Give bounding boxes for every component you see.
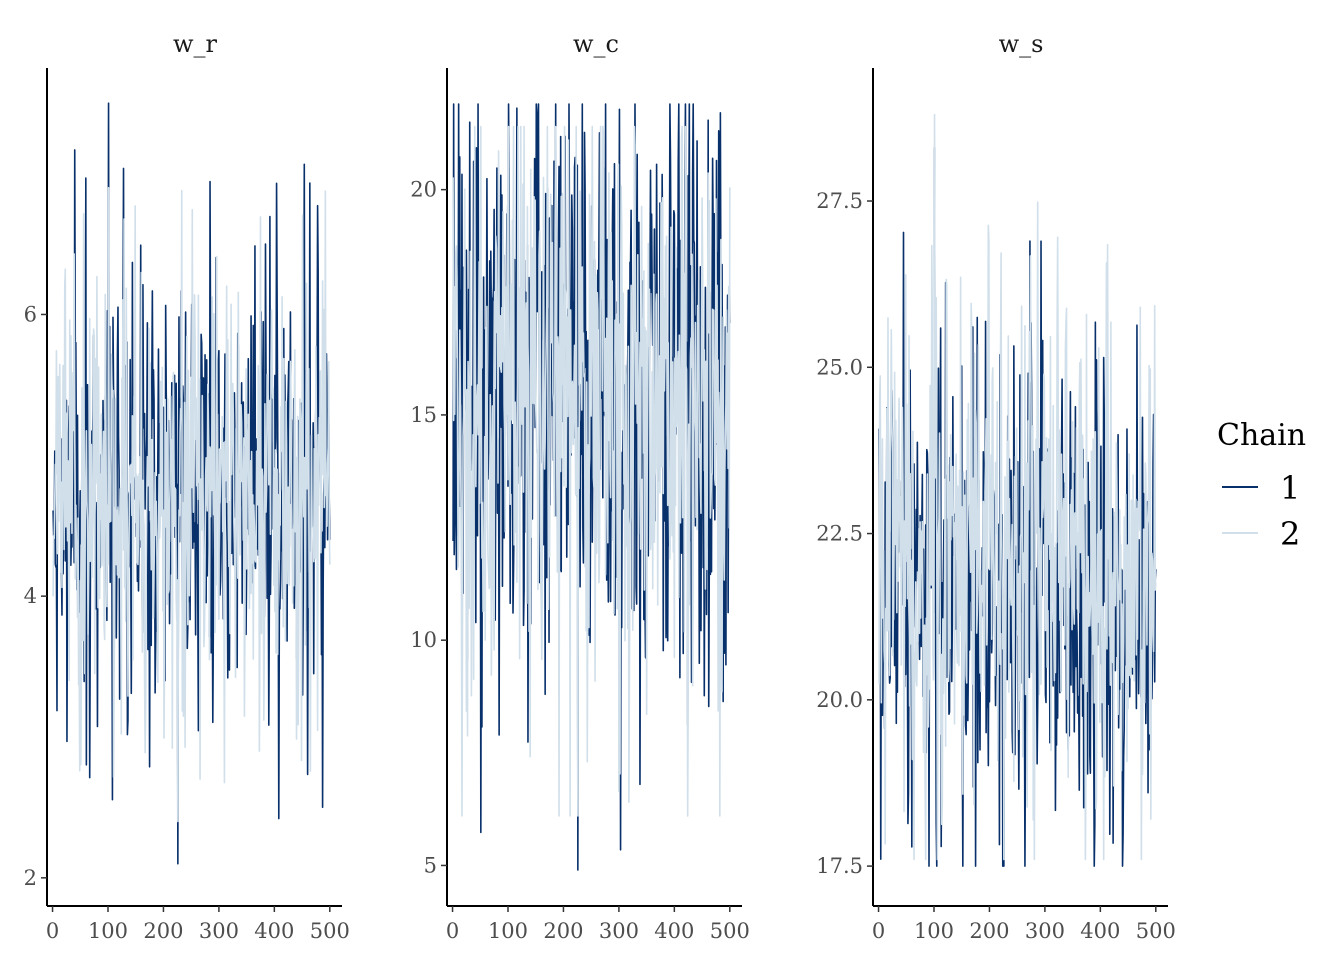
x-tick-label: 500 xyxy=(1136,919,1176,943)
x-tick-label: 200 xyxy=(543,919,583,943)
panel-title: w_c xyxy=(573,30,619,58)
trace-chain-2 xyxy=(452,125,731,817)
x-tick-label: 0 xyxy=(446,919,459,943)
x-tick-label: 0 xyxy=(872,919,885,943)
x-tick-label: 400 xyxy=(254,919,294,943)
legend-label-chain-2: 2 xyxy=(1280,515,1300,553)
panel-w-r: w_r 2 4 6 0 100 200 300 400 500 xyxy=(24,30,350,943)
y-tick-label: 20 xyxy=(410,178,437,202)
x-tick-label: 500 xyxy=(310,919,350,943)
trace-chain-2 xyxy=(878,113,1157,861)
x-tick-label: 300 xyxy=(199,919,239,943)
y-tick-label: 15 xyxy=(410,403,437,427)
y-tick-label: 17.5 xyxy=(816,854,863,878)
y-tick-label: 2 xyxy=(24,866,37,890)
y-tick-label: 22.5 xyxy=(816,522,863,546)
legend-title: Chain xyxy=(1217,418,1306,453)
y-tick-label: 4 xyxy=(24,584,37,608)
legend: Chain 1 2 xyxy=(1217,418,1306,553)
y-tick-label: 20.0 xyxy=(816,688,863,712)
panel-title: w_r xyxy=(173,30,218,58)
y-tick-label: 25.0 xyxy=(816,355,863,379)
x-tick-label: 400 xyxy=(654,919,694,943)
trace-chain-2 xyxy=(52,186,331,823)
y-tick-label: 27.5 xyxy=(816,189,863,213)
x-tick-label: 200 xyxy=(143,919,183,943)
x-tick-label: 400 xyxy=(1080,919,1120,943)
legend-label-chain-1: 1 xyxy=(1280,469,1300,507)
x-tick-label: 300 xyxy=(599,919,639,943)
y-tick-label: 10 xyxy=(410,628,437,652)
y-tick-label: 6 xyxy=(24,302,37,326)
panel-w-s: w_s 17.5 20.0 22.5 25.0 27.5 0 100 200 300 400 500 xyxy=(816,30,1176,943)
x-tick-label: 200 xyxy=(969,919,1009,943)
x-tick-label: 100 xyxy=(88,919,128,943)
x-tick-label: 300 xyxy=(1025,919,1065,943)
y-tick-label: 5 xyxy=(424,853,437,877)
x-tick-label: 100 xyxy=(914,919,954,943)
panel-title: w_s xyxy=(999,30,1044,58)
x-tick-label: 500 xyxy=(710,919,750,943)
x-tick-label: 100 xyxy=(488,919,528,943)
x-tick-label: 0 xyxy=(46,919,59,943)
